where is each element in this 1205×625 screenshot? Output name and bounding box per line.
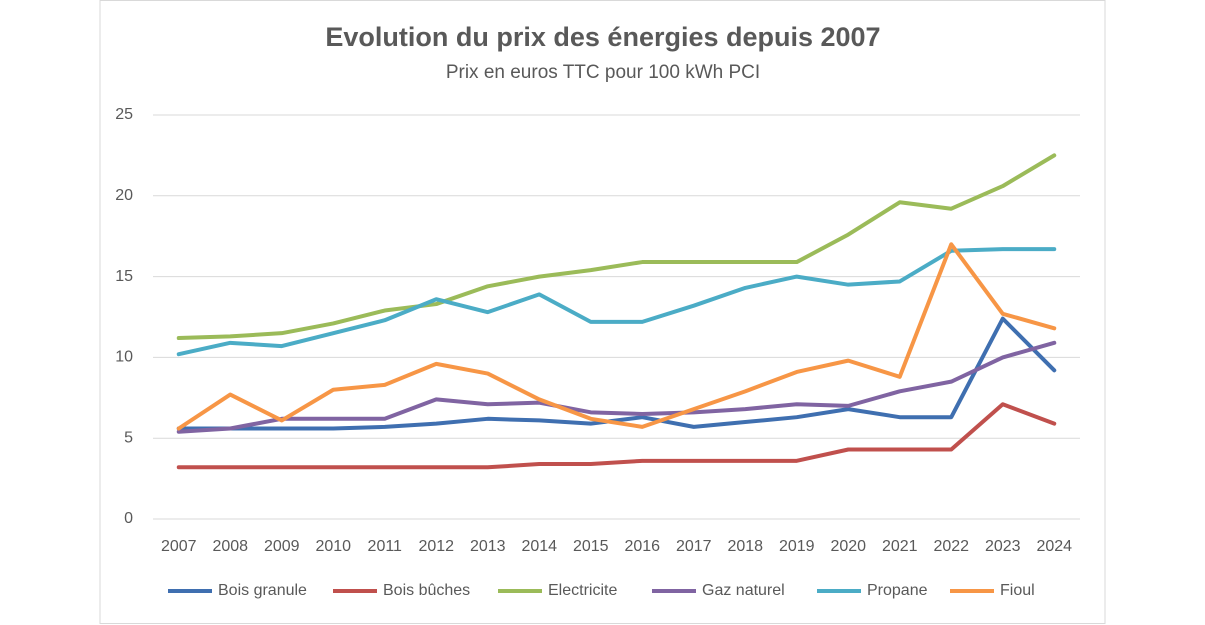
legend-label: Gaz naturel xyxy=(702,582,785,599)
x-tick-label: 2008 xyxy=(212,538,248,555)
y-tick-label: 20 xyxy=(115,187,133,204)
y-tick-label: 10 xyxy=(115,349,133,366)
chart-title: Evolution du prix des énergies depuis 20… xyxy=(325,22,880,52)
x-tick-label: 2022 xyxy=(933,538,969,555)
x-tick-label: 2019 xyxy=(779,538,815,555)
chart-frame xyxy=(99,0,1106,624)
x-tick-label: 2014 xyxy=(521,538,557,555)
series-line xyxy=(176,402,1057,470)
series-line xyxy=(176,247,1057,357)
y-tick-label: 5 xyxy=(124,429,133,446)
legend-label: Propane xyxy=(867,582,928,599)
x-tick-label: 2021 xyxy=(882,538,918,555)
legend-label: Electricite xyxy=(548,582,617,599)
y-tick-label: 15 xyxy=(115,268,133,285)
x-tick-label: 2011 xyxy=(368,538,403,555)
x-tick-label: 2012 xyxy=(418,538,454,555)
x-tick-label: 2013 xyxy=(470,538,506,555)
x-tick-label: 2020 xyxy=(830,538,866,555)
y-tick-label: 25 xyxy=(115,106,133,123)
legend-label: Fioul xyxy=(1000,582,1035,599)
legend-label: Bois bûches xyxy=(383,582,470,599)
y-tick-label: 0 xyxy=(124,510,133,527)
series-line xyxy=(176,242,1057,431)
x-tick-label: 2018 xyxy=(727,538,763,555)
x-tick-label: 2016 xyxy=(624,538,660,555)
series-line xyxy=(176,316,1057,431)
series-line xyxy=(176,340,1057,434)
legend-label: Bois granule xyxy=(218,582,307,599)
x-tick-label: 2024 xyxy=(1036,538,1072,555)
x-tick-label: 2023 xyxy=(985,538,1021,555)
chart-subtitle: Prix en euros TTC pour 100 kWh PCI xyxy=(446,62,760,83)
x-tick-label: 2010 xyxy=(315,538,351,555)
x-tick-label: 2009 xyxy=(264,538,300,555)
x-tick-label: 2007 xyxy=(161,538,197,555)
series-line xyxy=(176,153,1057,341)
x-tick-label: 2017 xyxy=(676,538,712,555)
x-tick-label: 2015 xyxy=(573,538,609,555)
